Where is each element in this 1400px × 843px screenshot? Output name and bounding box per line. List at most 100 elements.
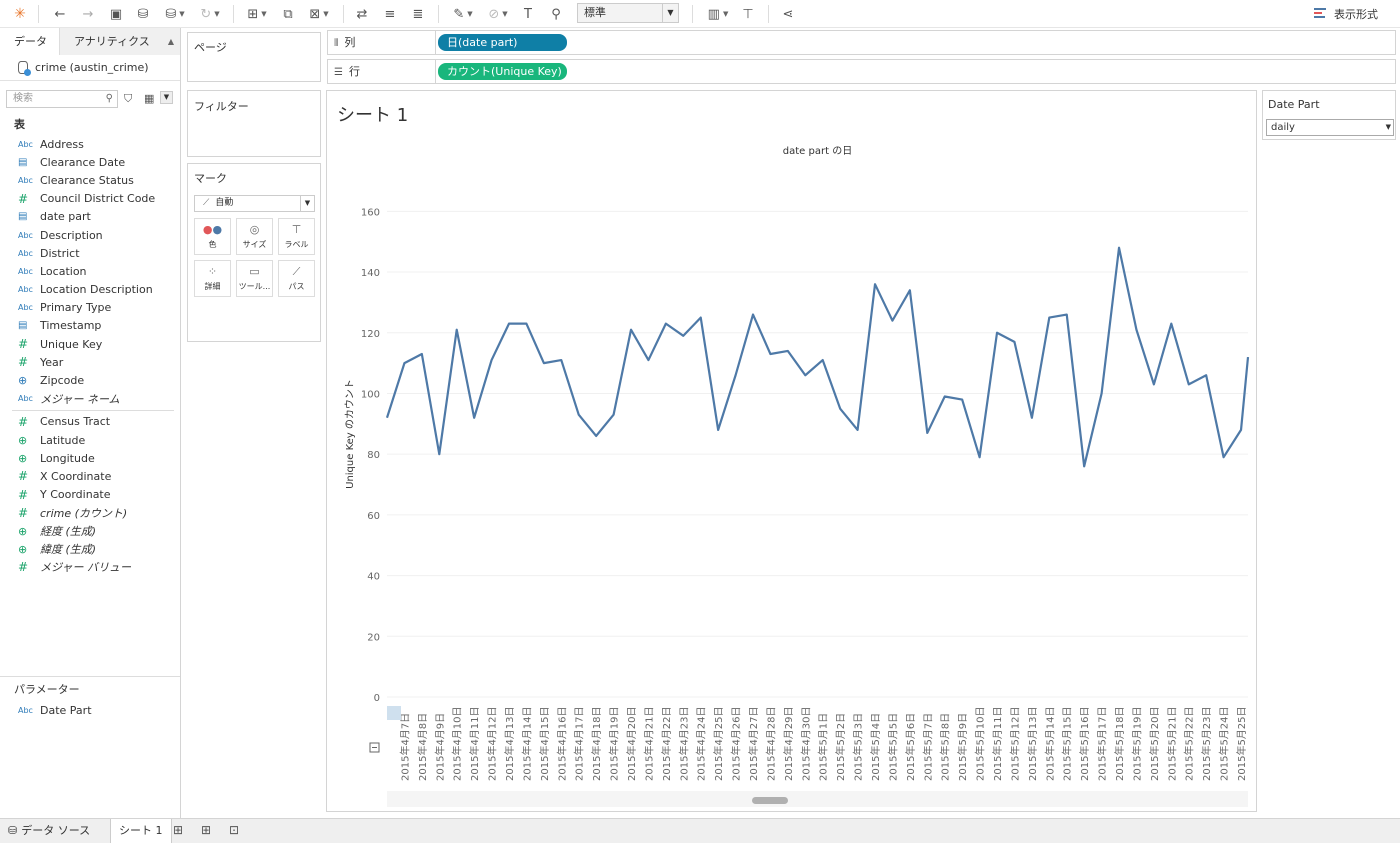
fit-select[interactable]: 標準 ▼ — [577, 3, 679, 23]
data-point[interactable] — [1222, 455, 1226, 459]
list-view-icon[interactable]: ▦ — [144, 92, 155, 105]
new-datasource-icon[interactable]: ⛁ — [137, 6, 149, 22]
data-point[interactable] — [768, 352, 772, 356]
data-point[interactable] — [978, 455, 982, 459]
parameter-select[interactable]: daily ▼ — [1266, 119, 1394, 136]
data-point[interactable] — [803, 373, 807, 377]
data-point[interactable] — [699, 316, 703, 320]
data-point[interactable] — [960, 398, 964, 402]
dimension-field[interactable]: ⊕ Zipcode — [0, 371, 180, 389]
label-button[interactable]: ⊤ ラベル — [278, 218, 315, 255]
pause-updates-icon[interactable]: ⛁ ▼ — [165, 6, 185, 22]
data-point[interactable] — [908, 288, 912, 292]
data-point[interactable] — [1082, 464, 1086, 468]
measure-field[interactable]: # メジャー バリュー — [0, 558, 180, 576]
dimension-field[interactable]: ▤ Timestamp — [0, 317, 180, 335]
data-point[interactable] — [890, 319, 894, 323]
fix-axes-icon[interactable]: ⚲ — [551, 6, 561, 22]
sort-descending-icon[interactable]: ≣ — [412, 6, 424, 22]
columns-shelf[interactable]: ⦀ 列 日(date part) — [327, 30, 1396, 55]
line-chart[interactable]: date part の日 0 20 40 60 80 100 120 140 160 Unique … — [327, 91, 1256, 811]
datasource-item[interactable]: crime (austin_crime) — [0, 55, 180, 81]
series-line[interactable] — [385, 246, 1250, 468]
parameter-field[interactable]: Abc Date Part — [0, 701, 180, 719]
data-point[interactable] — [1117, 246, 1121, 250]
datasource-tab[interactable]: ⛁ データ ソース — [8, 819, 90, 843]
data-point[interactable] — [1012, 340, 1016, 344]
show-me-button[interactable]: 表示形式 — [1314, 6, 1378, 22]
new-worksheet-icon[interactable]: ⊞ ▼ — [247, 6, 267, 22]
measure-field[interactable]: # X Coordinate — [0, 467, 180, 485]
search-input[interactable]: 検索 ⚲ — [6, 90, 118, 108]
group-icon[interactable]: ⊘ ▼ — [488, 6, 508, 22]
horizontal-scrollbar[interactable] — [387, 791, 1248, 807]
tab-data[interactable]: データ — [0, 28, 60, 55]
dimension-field[interactable]: # Unique Key — [0, 335, 180, 353]
data-point[interactable] — [1030, 416, 1034, 420]
tab-analytics[interactable]: アナリティクス ▲ — [60, 28, 180, 55]
data-point[interactable] — [838, 407, 842, 411]
data-point[interactable] — [472, 416, 476, 420]
redo-icon[interactable]: → — [82, 6, 94, 22]
sheet-tab[interactable]: シート 1 — [110, 819, 172, 843]
data-point[interactable] — [420, 352, 424, 356]
dimension-field[interactable]: Abc Description — [0, 226, 180, 244]
data-point[interactable] — [873, 282, 877, 286]
data-point[interactable] — [646, 358, 650, 362]
measure-field[interactable]: # crime (カウント) — [0, 504, 180, 522]
new-worksheet-icon[interactable]: ⊞ — [173, 823, 184, 837]
dimension-field[interactable]: Abc Location — [0, 262, 180, 280]
data-point[interactable] — [664, 322, 668, 326]
dimension-field[interactable]: Abc Location Description — [0, 281, 180, 299]
data-point[interactable] — [559, 358, 563, 362]
dimension-field[interactable]: ▤ Clearance Date — [0, 153, 180, 171]
data-point[interactable] — [437, 452, 441, 456]
data-point[interactable] — [1187, 382, 1191, 386]
size-button[interactable]: ◎ サイズ — [236, 218, 273, 255]
data-point[interactable] — [734, 373, 738, 377]
data-point[interactable] — [1047, 316, 1051, 320]
data-point[interactable] — [455, 328, 459, 332]
dimension-field[interactable]: Abc メジャー ネーム — [0, 390, 180, 408]
path-button[interactable]: ⟋ パス — [278, 260, 315, 297]
data-point[interactable] — [507, 322, 511, 326]
data-point[interactable] — [786, 349, 790, 353]
duplicate-icon[interactable]: ⧉ — [283, 6, 293, 22]
data-point[interactable] — [681, 334, 685, 338]
dimension-field[interactable]: Abc District — [0, 244, 180, 262]
data-point[interactable] — [751, 313, 755, 317]
data-point[interactable] — [542, 361, 546, 365]
filters-card[interactable]: フィルター — [187, 90, 321, 157]
detail-button[interactable]: ⁘ 詳細 — [194, 260, 231, 297]
refresh-icon[interactable]: ↻ ▼ — [200, 6, 220, 22]
dimension-field[interactable]: # Council District Code — [0, 190, 180, 208]
measure-field[interactable]: ⊕ Longitude — [0, 449, 180, 467]
measure-field[interactable]: ⊕ 緯度 (生成) — [0, 540, 180, 558]
data-point[interactable] — [1239, 428, 1243, 432]
show-labels-icon[interactable]: T — [524, 6, 532, 22]
tooltip-button[interactable]: ▭ ツール... — [236, 260, 273, 297]
scrollbar-thumb[interactable] — [752, 797, 788, 804]
data-point[interactable] — [1100, 391, 1104, 395]
data-point[interactable] — [943, 395, 947, 399]
data-point[interactable] — [524, 322, 528, 326]
data-point[interactable] — [925, 431, 929, 435]
measure-field[interactable]: ⊕ Latitude — [0, 431, 180, 449]
data-point[interactable] — [577, 413, 581, 417]
data-point[interactable] — [1169, 322, 1173, 326]
rows-shelf[interactable]: ☰ 行 カウント(Unique Key) — [327, 59, 1396, 84]
mark-type-select[interactable]: ⟋ 自動 ▼ — [194, 195, 315, 212]
data-point[interactable] — [629, 328, 633, 332]
dimension-field[interactable]: Abc Clearance Status — [0, 171, 180, 189]
clear-sheet-icon[interactable]: ⊠ ▼ — [309, 6, 329, 22]
color-button[interactable]: ●● 色 — [194, 218, 231, 255]
data-point[interactable] — [594, 434, 598, 438]
save-icon[interactable]: ▣ — [109, 6, 123, 22]
data-point[interactable] — [612, 413, 616, 417]
sort-ascending-icon[interactable]: ≡ — [384, 6, 396, 22]
dimension-field[interactable]: Abc Primary Type — [0, 299, 180, 317]
new-story-icon[interactable]: ⊡ — [229, 823, 240, 837]
columns-pill[interactable]: 日(date part) — [438, 34, 567, 51]
new-dashboard-icon[interactable]: ⊞ — [201, 823, 212, 837]
data-point[interactable] — [490, 358, 494, 362]
